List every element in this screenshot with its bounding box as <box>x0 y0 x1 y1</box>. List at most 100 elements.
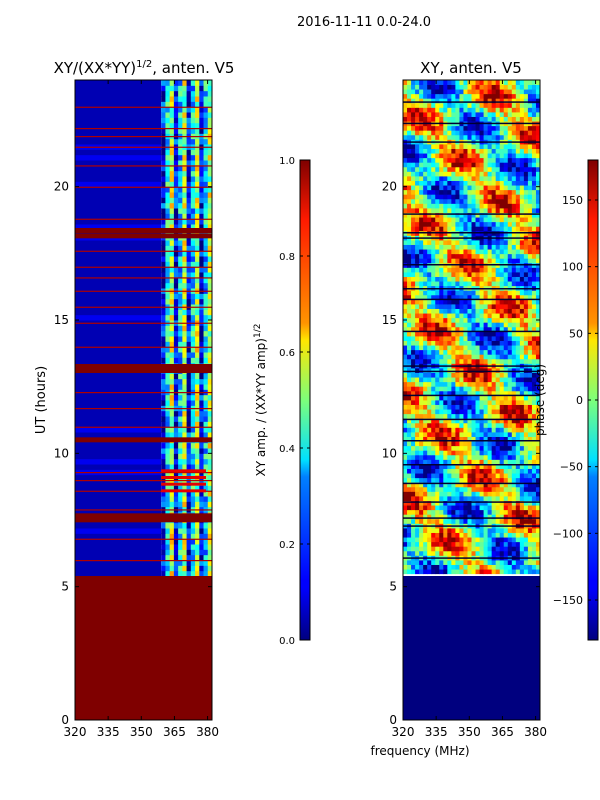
phase-cell <box>467 345 472 351</box>
phase-cell <box>515 176 521 181</box>
phase-cell <box>519 450 525 456</box>
phase-cell <box>419 418 424 424</box>
phase-cell <box>479 281 484 287</box>
amp-cell-high <box>186 325 192 332</box>
phase-cell <box>435 281 440 287</box>
phase-cell <box>483 400 489 405</box>
amp-cell-high <box>161 544 166 550</box>
amp-cell-high <box>195 250 200 257</box>
phase-cell <box>403 240 408 245</box>
phase-cell <box>499 404 505 410</box>
amp-cell-high <box>165 160 171 166</box>
phase-cell <box>507 125 513 131</box>
amp-cell-high <box>207 490 212 497</box>
phase-cell <box>471 532 476 538</box>
phase-cell <box>515 372 521 378</box>
amp-cell-high <box>199 202 204 209</box>
amp-cell-high <box>169 176 175 182</box>
phase-cell <box>435 221 440 227</box>
phase-cell <box>447 221 452 227</box>
phase-cell <box>479 427 484 433</box>
phase-cell <box>523 217 529 223</box>
phase-cell <box>467 157 472 163</box>
amp-cell-high <box>161 570 166 577</box>
phase-cell <box>523 459 529 465</box>
phase-cell <box>431 468 436 474</box>
phase-cell <box>531 546 537 552</box>
phase-cell <box>499 217 505 223</box>
amp-cell-high <box>207 341 212 348</box>
phase-cell <box>439 134 444 140</box>
phase-cell <box>459 226 464 232</box>
phase-cell <box>423 322 428 328</box>
phase-cell <box>487 198 493 204</box>
phase-cell <box>479 569 484 575</box>
phase-cell <box>467 459 472 465</box>
phase-cell <box>439 349 444 355</box>
amp-cell-high <box>207 549 212 556</box>
phase-cell <box>451 281 456 287</box>
phase-cell <box>479 564 484 570</box>
phase-cell <box>435 377 440 383</box>
amp-cell-high <box>190 458 196 465</box>
phase-cell <box>499 153 505 159</box>
phase-cell <box>475 299 480 305</box>
amp-cell-high <box>203 373 209 380</box>
phase-cell <box>467 244 472 250</box>
phase-cell <box>499 427 505 433</box>
phase-cell <box>491 336 497 341</box>
phase-cell <box>503 290 509 296</box>
amp-cell-high <box>199 400 204 406</box>
phase-cell <box>491 340 497 346</box>
phase-cell <box>491 432 497 437</box>
phase-cell <box>435 258 440 264</box>
phase-cell <box>499 505 505 511</box>
phase-cell <box>447 212 452 218</box>
phase-cell <box>435 203 440 209</box>
phase-cell <box>527 473 533 479</box>
amp-cell-high <box>207 554 212 561</box>
amp-thin-row <box>75 290 212 292</box>
amp-cell-high <box>165 85 171 92</box>
phase-cell <box>535 226 540 232</box>
phase-cell <box>507 400 513 405</box>
phase-cell <box>531 294 537 300</box>
phase-cell <box>415 253 420 259</box>
amp-cell-high <box>169 400 175 406</box>
phase-cell <box>427 381 432 387</box>
phase-cell <box>411 313 416 319</box>
phase-cell <box>487 226 493 232</box>
phase-cell <box>523 299 529 305</box>
amp-cell-high <box>195 181 200 188</box>
phase-cell <box>407 386 412 392</box>
phase-cell <box>467 304 472 309</box>
phase-cell <box>491 541 497 547</box>
phase-cell <box>487 217 493 223</box>
phase-cell <box>407 281 412 287</box>
amp-cell-high <box>178 101 183 108</box>
phase-cell <box>527 157 533 163</box>
amp-cell-high <box>161 448 166 454</box>
phase-cell <box>411 290 416 296</box>
phase-cell <box>447 176 452 181</box>
phase-cell <box>531 354 537 360</box>
phase-cell <box>423 221 428 227</box>
phase-cell <box>415 496 420 501</box>
phase-cell <box>443 194 448 200</box>
phase-cell <box>423 422 428 428</box>
phase-cell <box>403 441 408 447</box>
phase-cell <box>431 198 436 204</box>
phase-cell <box>471 148 476 154</box>
amp-cell-high <box>161 522 166 529</box>
phase-cell <box>411 226 416 232</box>
amp-cell-high <box>173 186 179 193</box>
amp-cell-high <box>186 208 192 214</box>
phase-cell <box>475 134 480 140</box>
phase-cell <box>447 345 452 351</box>
amp-cell-high <box>203 181 209 188</box>
phase-cell <box>459 505 464 511</box>
phase-cell <box>435 386 440 392</box>
phase-cell <box>483 395 489 401</box>
phase-cell <box>503 386 509 392</box>
phase-cell <box>411 436 416 442</box>
